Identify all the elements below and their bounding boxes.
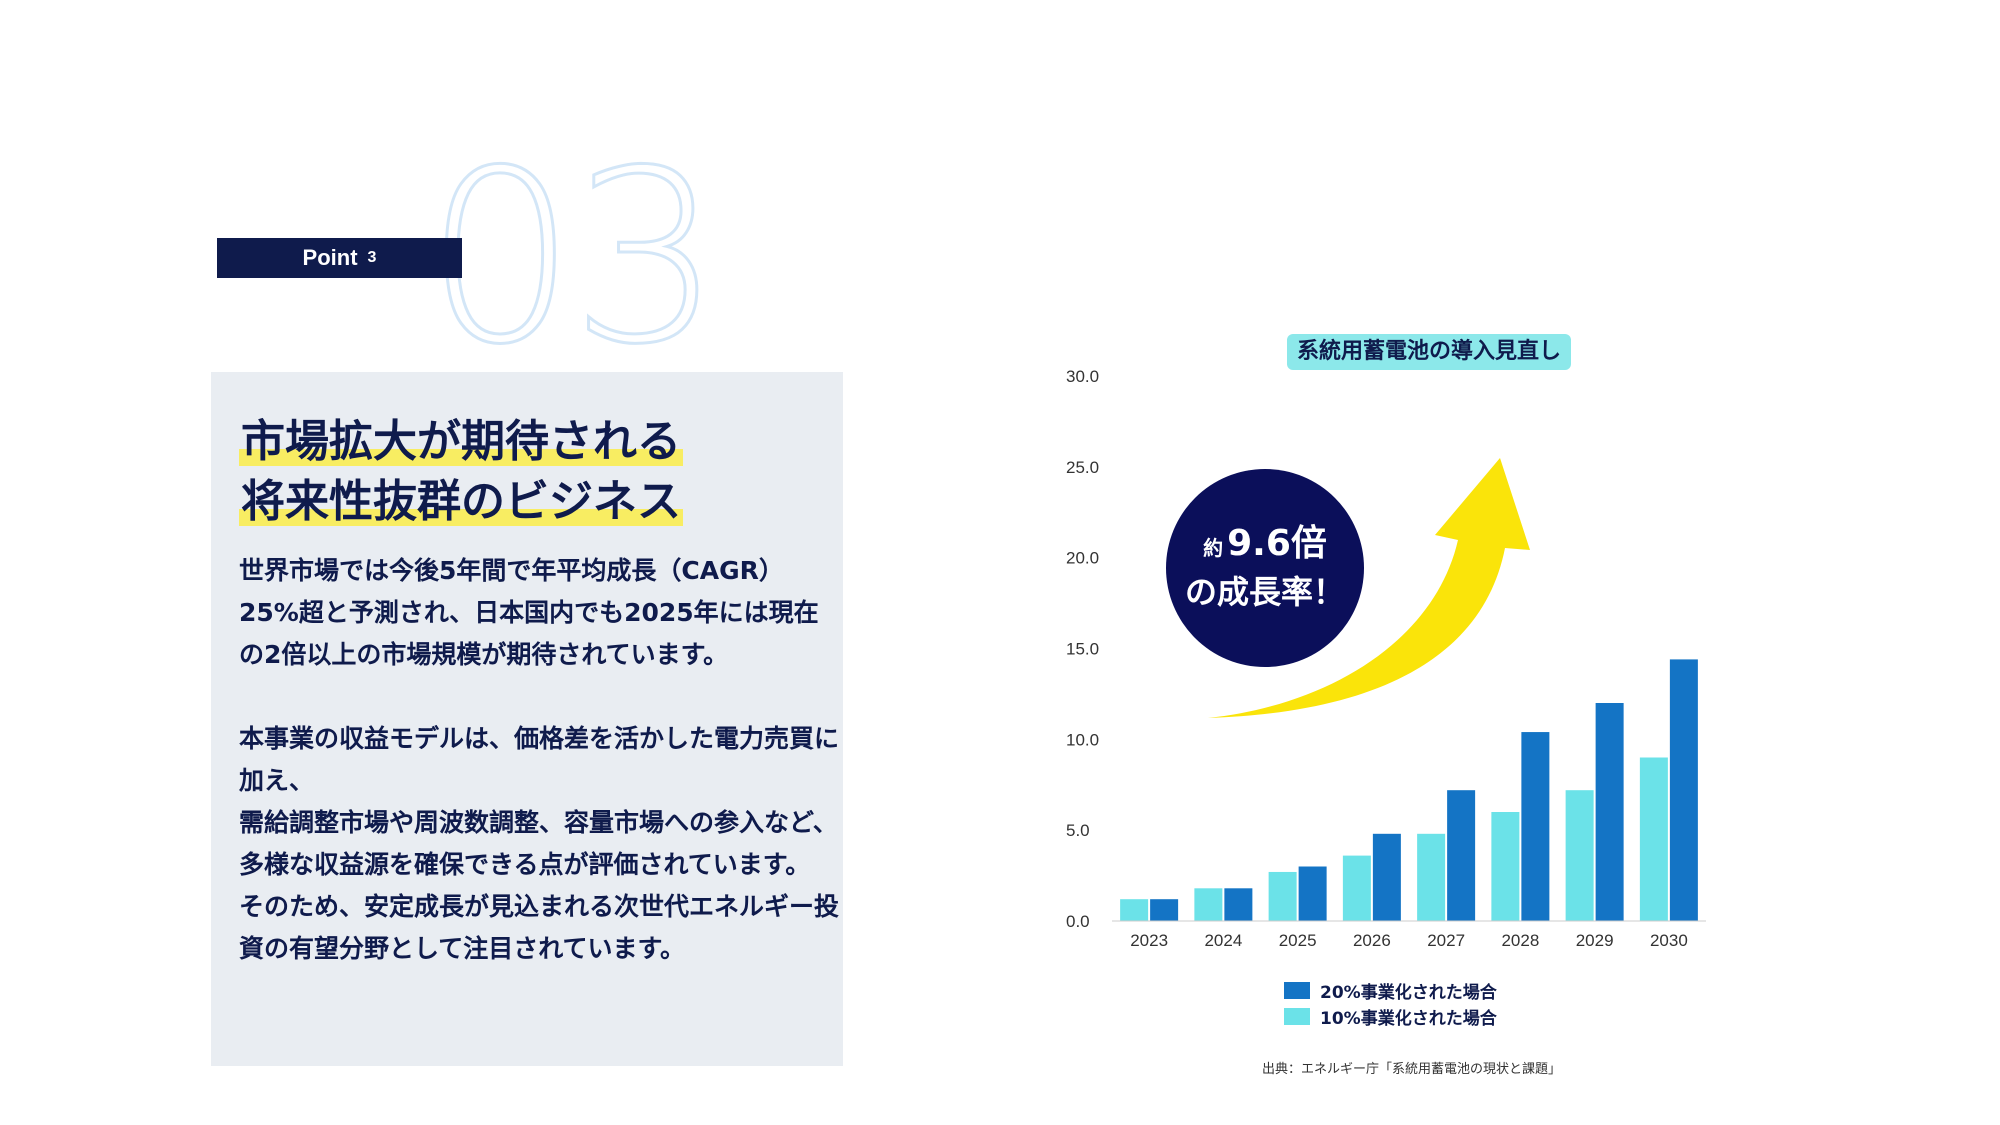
x-axis-ticks: 2023 2024 2025 2026 2027 2028 2029 2030 — [1130, 931, 1688, 950]
badge-line2: の成長率！ — [1184, 573, 1345, 611]
bar-10pct-2027 — [1417, 833, 1446, 921]
bar-20pct-2023 — [1150, 899, 1179, 921]
y-tick-label: 10.0 — [1066, 730, 1099, 749]
growth-arrow — [1208, 458, 1530, 718]
bar-10pct-2026 — [1342, 855, 1371, 921]
x-tick-label: 2030 — [1650, 931, 1688, 950]
y-tick-label: 30.0 — [1066, 367, 1099, 386]
bar-10pct-2030 — [1639, 757, 1668, 921]
x-tick-label: 2024 — [1204, 931, 1242, 950]
bar-20pct-2026 — [1372, 833, 1401, 921]
y-tick-label: 15.0 — [1066, 640, 1099, 659]
point-tag: Point 3 — [217, 238, 462, 278]
bar-20pct-2030 — [1669, 659, 1698, 921]
y-tick-label: 0.0 — [1066, 912, 1090, 931]
point-number: 3 — [367, 249, 377, 266]
bar-10pct-2028 — [1491, 812, 1520, 921]
badge-value: 9.6倍 — [1227, 523, 1327, 564]
x-tick-label: 2025 — [1279, 931, 1317, 950]
point-label: Point — [302, 245, 358, 270]
x-tick-label: 2028 — [1501, 931, 1539, 950]
bar-20pct-2027 — [1447, 790, 1476, 921]
bar-10pct-2025 — [1268, 871, 1297, 921]
x-tick-label: 2029 — [1576, 931, 1614, 950]
headline-line2: 将来性抜群のビジネス — [239, 472, 683, 532]
legend-label-10: 10%事業化された場合 — [1320, 1008, 1497, 1029]
bar-10pct-2023 — [1120, 899, 1149, 921]
source-note: 出典：エネルギー庁「系統用蓄電池の現状と課題」 — [1262, 1062, 1562, 1077]
headline-line1: 市場拡大が期待される — [239, 412, 683, 472]
bar-10pct-2024 — [1194, 888, 1223, 921]
text-panel: 市場拡大が期待される 将来性抜群のビジネス 世界市場では今後5年間で年平均成長（… — [211, 372, 843, 1066]
body-paragraph-2: 本事業の収益モデルは、価格差を活かした電力売買に加え、 — [239, 724, 840, 795]
body-paragraph-4: そのため、安定成長が見込まれる次世代エネルギー投資の有望分野として注目されていま… — [239, 892, 840, 963]
chart-legend: 20%事業化された場合 10%事業化された場合 — [1284, 977, 1497, 1029]
growth-badge: 約 9.6倍 の成長率！ — [1166, 469, 1364, 667]
body-text: 世界市場では今後5年間で年平均成長（CAGR）25%超と予測され、日本国内でも2… — [239, 550, 839, 970]
x-tick-label: 2026 — [1353, 931, 1391, 950]
badge-prefix: 約 — [1203, 536, 1224, 560]
bar-20pct-2025 — [1298, 866, 1327, 921]
legend-swatch-20 — [1284, 981, 1310, 999]
y-tick-label: 25.0 — [1066, 458, 1099, 477]
x-tick-label: 2027 — [1427, 931, 1465, 950]
x-tick-label: 2023 — [1130, 931, 1168, 950]
bar-10pct-2029 — [1565, 790, 1594, 921]
bar-20pct-2024 — [1224, 888, 1253, 921]
y-axis-ticks: 0.0 5.0 10.0 15.0 20.0 25.0 30.0 — [1066, 367, 1099, 931]
y-tick-label: 20.0 — [1066, 549, 1099, 568]
y-tick-label: 5.0 — [1066, 821, 1090, 840]
legend-label-20: 20%事業化された場合 — [1320, 982, 1497, 1003]
headline: 市場拡大が期待される 将来性抜群のビジネス — [239, 412, 683, 532]
legend-item-10: 10%事業化された場合 — [1284, 1003, 1497, 1029]
bar-20pct-2028 — [1521, 732, 1550, 921]
bars — [1120, 659, 1698, 921]
legend-item-20: 20%事業化された場合 — [1284, 977, 1497, 1003]
body-paragraph-1: 世界市場では今後5年間で年平均成長（CAGR）25%超と予測され、日本国内でも2… — [239, 556, 819, 669]
chart-title: 系統用蓄電池の導入見直し — [1287, 334, 1572, 370]
bar-20pct-2029 — [1595, 703, 1624, 921]
big-number-03: 03 — [424, 120, 724, 397]
body-paragraph-3: 需給調整市場や周波数調整、容量市場への参入など、多様な収益源を確保できる点が評価… — [239, 808, 838, 879]
legend-swatch-10 — [1284, 1007, 1310, 1025]
